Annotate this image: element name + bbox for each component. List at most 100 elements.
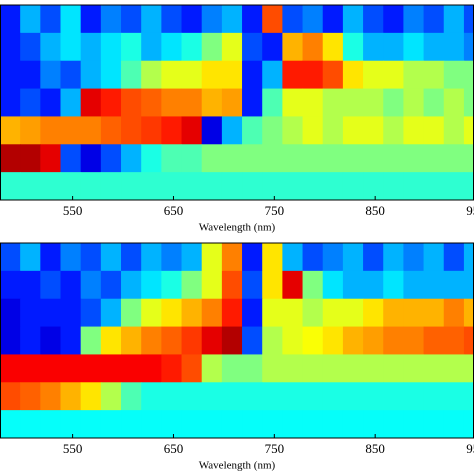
heat-cell xyxy=(423,410,445,438)
heat-cell xyxy=(403,382,425,411)
heat-cell xyxy=(40,298,62,328)
heat-cell xyxy=(60,144,82,173)
heat-cell xyxy=(141,172,162,200)
heat-cell xyxy=(262,60,283,90)
heat-cell xyxy=(60,326,82,355)
heat-cell xyxy=(161,172,183,200)
heat-cell xyxy=(282,144,304,173)
heat-cell xyxy=(443,298,465,328)
heat-cell xyxy=(141,144,162,173)
heat-cell xyxy=(463,5,474,34)
heatmap xyxy=(0,243,474,438)
heat-cell xyxy=(342,298,364,328)
heat-cell xyxy=(383,270,404,300)
heat-cell xyxy=(201,88,223,117)
heat-cell xyxy=(262,172,283,200)
heat-cell xyxy=(262,32,283,62)
heat-cell xyxy=(262,5,283,34)
heat-cell xyxy=(322,116,344,145)
heat-cell xyxy=(100,172,122,200)
x-axis-label: Wavelength (nm) xyxy=(199,222,276,234)
heat-cell xyxy=(80,88,102,117)
heat-cell xyxy=(181,60,203,90)
x-tick-label: 950 xyxy=(466,203,474,218)
heat-cell xyxy=(262,382,283,411)
heat-cell xyxy=(121,382,142,411)
x-tick-label: 550 xyxy=(63,203,83,218)
heat-cell xyxy=(463,243,474,272)
heat-cell xyxy=(0,5,21,34)
heat-cell xyxy=(443,172,465,200)
heat-cell xyxy=(262,243,283,272)
heat-cell xyxy=(80,382,102,411)
heat-cell xyxy=(121,410,142,438)
heat-cell xyxy=(443,32,465,62)
heat-cell xyxy=(322,32,344,62)
heat-cell xyxy=(463,144,474,173)
heat-cell xyxy=(322,88,344,117)
heat-cell xyxy=(141,243,162,272)
heat-cell xyxy=(342,88,364,117)
heat-cell xyxy=(463,88,474,117)
heat-cell xyxy=(383,88,404,117)
heat-cell xyxy=(201,32,223,62)
heat-cell xyxy=(282,116,304,145)
heat-cell xyxy=(80,32,102,62)
heat-cell xyxy=(221,326,243,355)
heat-cell xyxy=(363,32,384,62)
heat-cell xyxy=(463,60,474,90)
heat-cell xyxy=(302,270,324,300)
heat-cell xyxy=(0,243,21,272)
heat-cell xyxy=(363,326,384,355)
heat-cell xyxy=(121,270,142,300)
heat-cell xyxy=(80,243,102,272)
heat-cell xyxy=(322,243,344,272)
heat-cell xyxy=(363,88,384,117)
heat-cell xyxy=(80,270,102,300)
heat-cell xyxy=(302,32,324,62)
heat-cell xyxy=(342,354,364,383)
heat-cell xyxy=(161,382,183,411)
heat-cell xyxy=(201,270,223,300)
heat-cell xyxy=(282,410,304,438)
heat-cell xyxy=(100,243,122,272)
heat-cell xyxy=(60,32,82,62)
heat-cell xyxy=(141,5,162,34)
heat-cell xyxy=(141,88,162,117)
heat-cell xyxy=(262,144,283,173)
heat-cell xyxy=(443,5,465,34)
heat-cell xyxy=(121,243,142,272)
heat-cell xyxy=(423,32,445,62)
heat-cell xyxy=(40,88,62,117)
heat-cell xyxy=(161,144,183,173)
heat-cell xyxy=(383,410,404,438)
heat-cell xyxy=(342,116,364,145)
heat-cell xyxy=(423,116,445,145)
heat-cell xyxy=(20,243,41,272)
heat-cell xyxy=(181,88,203,117)
heat-cell xyxy=(322,410,344,438)
heat-cell xyxy=(282,172,304,200)
x-tick-label: 750 xyxy=(265,203,285,218)
heat-cell xyxy=(403,243,425,272)
heat-cell xyxy=(201,382,223,411)
heat-cell xyxy=(262,410,283,438)
heat-cell xyxy=(302,116,324,145)
heat-cell xyxy=(60,243,82,272)
heat-cell xyxy=(121,60,142,90)
heat-cell xyxy=(363,298,384,328)
heat-cell xyxy=(463,326,474,355)
heat-cell xyxy=(100,270,122,300)
heat-cell xyxy=(221,60,243,90)
heat-cell xyxy=(141,298,162,328)
x-tick-label: 750 xyxy=(265,441,285,456)
heat-cell xyxy=(423,382,445,411)
heat-cell xyxy=(100,298,122,328)
heat-cell xyxy=(181,243,203,272)
heat-cell xyxy=(363,243,384,272)
heat-cell xyxy=(403,326,425,355)
heat-cell xyxy=(40,172,62,200)
heat-cell xyxy=(221,5,243,34)
heat-cell xyxy=(383,298,404,328)
heat-cell xyxy=(221,298,243,328)
